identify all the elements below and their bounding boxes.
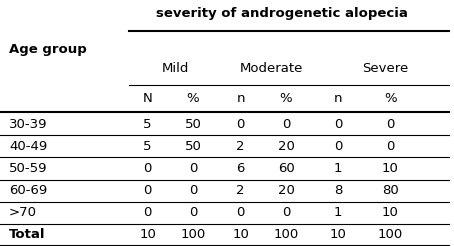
Text: %: % (384, 92, 397, 105)
Text: 0: 0 (334, 140, 342, 153)
Text: N: N (143, 92, 153, 105)
Text: 10: 10 (382, 162, 399, 175)
Text: 2: 2 (237, 184, 245, 197)
Text: 0: 0 (282, 206, 290, 219)
Text: 10: 10 (232, 229, 249, 241)
Text: n: n (237, 92, 245, 105)
Text: 100: 100 (180, 229, 206, 241)
Text: 50: 50 (184, 140, 202, 153)
Text: 2: 2 (237, 140, 245, 153)
Text: 0: 0 (189, 206, 197, 219)
Text: 0: 0 (143, 162, 152, 175)
Text: severity of androgenetic alopecia: severity of androgenetic alopecia (156, 7, 407, 20)
Text: >70: >70 (9, 206, 37, 219)
Text: 0: 0 (386, 140, 395, 153)
Text: 0: 0 (386, 118, 395, 131)
Text: 5: 5 (143, 140, 152, 153)
Text: 30-39: 30-39 (9, 118, 48, 131)
Text: Total: Total (9, 229, 45, 241)
Text: 0: 0 (143, 184, 152, 197)
Text: 0: 0 (237, 118, 245, 131)
Text: Moderate: Moderate (240, 62, 303, 75)
Text: 20: 20 (277, 140, 295, 153)
Text: 10: 10 (382, 206, 399, 219)
Text: n: n (334, 92, 342, 105)
Text: Mild: Mild (162, 62, 190, 75)
Text: 1: 1 (334, 206, 342, 219)
Text: 10: 10 (330, 229, 347, 241)
Text: 40-49: 40-49 (9, 140, 47, 153)
Text: 0: 0 (189, 184, 197, 197)
Text: 6: 6 (237, 162, 245, 175)
Text: 50-59: 50-59 (9, 162, 48, 175)
Text: 0: 0 (189, 162, 197, 175)
Text: 0: 0 (334, 118, 342, 131)
Text: Severe: Severe (362, 62, 408, 75)
Text: 10: 10 (139, 229, 156, 241)
Text: 5: 5 (143, 118, 152, 131)
Text: 20: 20 (277, 184, 295, 197)
Text: 60: 60 (278, 162, 294, 175)
Text: 80: 80 (382, 184, 399, 197)
Text: 50: 50 (184, 118, 202, 131)
Text: 0: 0 (237, 206, 245, 219)
Text: 0: 0 (282, 118, 290, 131)
Text: 100: 100 (378, 229, 403, 241)
Text: %: % (187, 92, 199, 105)
Text: %: % (280, 92, 292, 105)
Text: 8: 8 (334, 184, 342, 197)
Text: 60-69: 60-69 (9, 184, 47, 197)
Text: 0: 0 (143, 206, 152, 219)
Text: 1: 1 (334, 162, 342, 175)
Text: 100: 100 (273, 229, 299, 241)
Text: Age group: Age group (9, 43, 87, 56)
